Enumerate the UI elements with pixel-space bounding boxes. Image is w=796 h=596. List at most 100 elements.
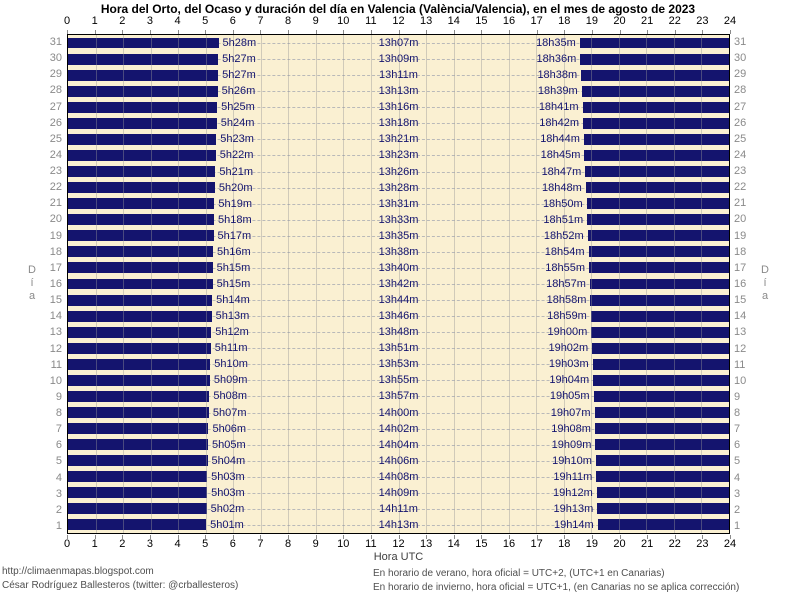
hour-label: 4 xyxy=(174,538,181,550)
hour-label: 21 xyxy=(641,538,654,550)
day-row: 5h19m 13h31m 18h50m xyxy=(68,196,729,212)
duration-label: 13h55m xyxy=(378,374,419,387)
hour-label: 15 xyxy=(475,15,488,27)
row-gridline xyxy=(68,59,729,61)
night-bar-left xyxy=(68,262,213,274)
day-number: 23 xyxy=(49,165,62,178)
sunrise-label: 5h01m xyxy=(210,518,244,531)
vertical-gridline xyxy=(288,35,290,533)
night-bar-left xyxy=(68,407,209,418)
night-bar-right xyxy=(590,310,729,322)
row-gridline xyxy=(68,203,729,205)
day-row: 5h17m 13h35m 18h52m xyxy=(68,228,729,244)
night-bar-left xyxy=(68,390,210,402)
axis-tick xyxy=(674,30,676,34)
sunset-label: 19h02m xyxy=(548,342,589,355)
sunrise-label: 5h12m xyxy=(215,326,249,339)
row-gridline xyxy=(68,187,729,189)
hour-label: 13 xyxy=(420,15,433,27)
night-bar-left xyxy=(68,133,217,145)
duration-label: 14h00m xyxy=(378,406,419,419)
night-bar-left xyxy=(68,310,212,322)
sunrise-label: 5h24m xyxy=(220,117,255,130)
sunset-label: 19h03m xyxy=(548,358,589,371)
axis-tick xyxy=(67,535,68,539)
row-gridline xyxy=(68,75,729,77)
night-bar-right xyxy=(583,117,729,129)
vertical-gridline xyxy=(426,35,428,533)
day-number: 18 xyxy=(49,245,62,258)
row-gridline xyxy=(68,476,729,478)
hour-label: 6 xyxy=(229,15,236,27)
duration-label: 13h18m xyxy=(378,117,419,130)
axis-tick xyxy=(536,535,538,539)
row-gridline xyxy=(68,155,729,157)
duration-label: 13h35m xyxy=(378,229,419,242)
night-bar-left xyxy=(68,182,215,194)
day-row: 5h11m 13h51m 19h02m xyxy=(68,340,729,356)
hour-label: 0 xyxy=(63,538,71,550)
hour-label: 6 xyxy=(229,538,236,550)
hour-label: 10 xyxy=(337,15,350,27)
sunset-label: 18h45m xyxy=(540,149,581,162)
night-bar-right xyxy=(592,342,729,354)
day-number: 8 xyxy=(55,407,62,420)
day-number: 27 xyxy=(734,100,747,113)
row-gridline xyxy=(68,332,729,334)
day-number: 28 xyxy=(734,84,747,97)
day-number: 31 xyxy=(49,36,62,49)
day-number: 30 xyxy=(734,52,747,65)
hour-label: 14 xyxy=(447,538,460,550)
sunrise-label: 5h15m xyxy=(216,261,251,274)
axis-tick xyxy=(177,30,179,34)
axis-tick xyxy=(702,535,704,539)
row-gridline xyxy=(68,300,729,302)
y-axis-label-char: í xyxy=(30,277,34,289)
duration-label: 14h11m xyxy=(379,502,418,515)
day-row: 5h26m 13h13m 18h39m xyxy=(68,83,729,99)
day-number: 4 xyxy=(734,471,741,484)
axis-tick xyxy=(702,30,704,34)
row-gridline xyxy=(68,460,729,462)
sunrise-label: 5h18m xyxy=(217,213,252,226)
hour-label: 18 xyxy=(558,15,571,27)
hour-label: 1 xyxy=(91,538,98,550)
sunset-label: 18h57m xyxy=(546,277,586,290)
hour-label: 18 xyxy=(558,538,571,550)
vertical-gridline xyxy=(673,35,675,533)
day-number: 21 xyxy=(734,197,747,210)
sunrise-label: 5h10m xyxy=(214,358,248,371)
night-bar-left xyxy=(68,503,207,515)
sunset-label: 18h44m xyxy=(540,133,580,146)
day-number: 3 xyxy=(55,487,62,500)
day-row: 5h13m 13h46m 18h59m xyxy=(68,308,729,324)
day-number: 7 xyxy=(734,423,741,436)
sunset-label: 19h08m xyxy=(551,422,591,435)
axis-tick xyxy=(205,30,207,34)
night-bar-left xyxy=(68,150,216,161)
night-bar-left xyxy=(68,69,219,81)
day-row: 5h09m 13h55m 19h04m xyxy=(68,372,729,388)
sunset-label: 18h54m xyxy=(544,245,585,258)
sunrise-label: 5h20m xyxy=(218,181,253,194)
hour-label: 12 xyxy=(392,538,405,550)
sunrise-label: 5h22m xyxy=(219,149,254,162)
row-gridline xyxy=(68,396,729,398)
hour-label: 2 xyxy=(119,15,126,27)
night-bar-right xyxy=(587,230,729,242)
sunrise-label: 5h26m xyxy=(221,85,256,98)
axis-tick xyxy=(149,535,151,539)
day-row: 5h03m 14h09m 19h12m xyxy=(68,485,729,501)
sunrise-label: 5h03m xyxy=(211,486,245,499)
sunrise-label: 5h14m xyxy=(216,294,250,307)
axis-tick xyxy=(536,30,538,34)
footer-credits: http://climaenmapas.blogspot.com César R… xyxy=(2,565,238,592)
vertical-gridline xyxy=(536,35,538,533)
axis-tick xyxy=(122,30,124,34)
night-bar-left xyxy=(68,278,213,290)
row-gridline xyxy=(68,107,729,109)
row-gridline xyxy=(68,251,729,253)
x-axis-top-ticks xyxy=(67,30,731,34)
